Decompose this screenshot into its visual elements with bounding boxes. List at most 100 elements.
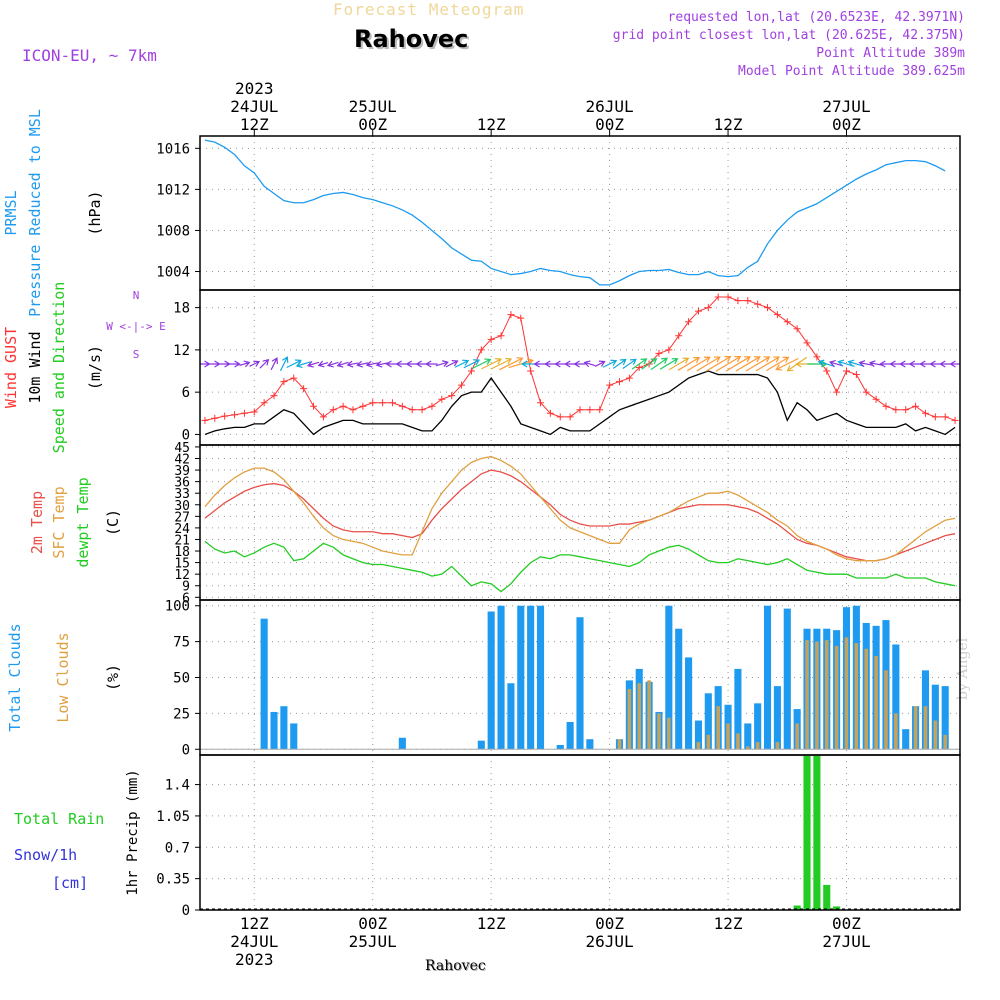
unit-label-wind: (m/s) <box>86 345 104 390</box>
wind-direction-arrow <box>602 359 618 368</box>
panel-frame <box>199 289 961 446</box>
wind-direction-arrow <box>445 360 459 368</box>
wind-direction-arrow <box>249 360 261 367</box>
dewpt-line <box>204 540 956 593</box>
rain-bar <box>833 906 841 910</box>
wind-direction-arrow <box>929 360 941 368</box>
gust-marker <box>685 318 693 326</box>
gust-marker <box>359 402 367 410</box>
total-cloud-bar <box>675 628 683 750</box>
panel-frame <box>199 135 961 291</box>
gust-marker <box>517 314 525 322</box>
gust-marker <box>852 371 860 379</box>
y-tick-label: 39 <box>174 464 190 479</box>
y-tick-label: 18 <box>173 301 190 317</box>
total-cloud-bar <box>497 605 505 750</box>
total-cloud-bar <box>556 744 564 750</box>
total-cloud-bar <box>586 739 594 750</box>
wind-direction-arrow <box>229 360 241 368</box>
wind-direction-arrow <box>306 360 320 368</box>
gust-marker <box>615 378 623 386</box>
gust-marker <box>566 413 574 421</box>
gust-marker <box>339 402 347 410</box>
total-cloud-bar <box>694 720 702 750</box>
low-cloud-bar <box>746 746 750 750</box>
gust-marker <box>221 412 229 420</box>
bottom-time-label: 27JUL <box>822 932 870 951</box>
unit-label-temperature: (C) <box>104 509 122 536</box>
gust-marker <box>764 304 772 312</box>
compass-south: S <box>133 348 140 361</box>
y-tick-label: 0 <box>182 903 190 919</box>
y-tick-label: 100 <box>165 599 190 615</box>
gust-marker <box>428 402 436 410</box>
low-cloud-bar <box>824 640 829 750</box>
low-cloud-bar <box>913 706 918 750</box>
total-cloud-bar <box>754 703 762 750</box>
gust-marker <box>842 367 850 375</box>
wind-direction-arrow <box>622 358 637 369</box>
gust-marker <box>349 406 357 414</box>
gust-marker <box>310 402 318 410</box>
top-time-label: 2023 <box>235 79 274 98</box>
wind-direction-arrow <box>775 357 799 371</box>
panel-label-pressure: Pressure Reduced to MSL <box>26 109 44 317</box>
y-tick-label: 36 <box>174 476 190 491</box>
gust-marker <box>625 374 633 382</box>
y-tick-label: 33 <box>174 487 190 502</box>
gust-marker <box>823 367 831 375</box>
wind-direction-arrow <box>735 356 761 372</box>
y-tick-label: 75 <box>173 635 190 651</box>
bottom-time-label: 2023 <box>235 950 274 969</box>
top-time-label: 00Z <box>358 115 387 134</box>
y-tick-label: 6 <box>182 591 190 606</box>
gust-marker <box>744 297 752 305</box>
total-cloud-bar <box>477 740 485 750</box>
wind-direction-arrow <box>745 356 771 372</box>
wind-direction-arrow <box>696 356 721 372</box>
gust-marker <box>655 349 663 357</box>
gust-marker <box>586 406 594 414</box>
wind-direction-arrow <box>554 360 566 368</box>
panel-label-temperature: SFC Temp <box>50 486 68 558</box>
wind-direction-arrow <box>828 360 844 367</box>
wind-direction-arrow <box>481 358 502 370</box>
wind-direction-arrow <box>279 356 289 372</box>
low-cloud-bar <box>706 734 711 750</box>
y-tick-label: 45 <box>174 441 190 456</box>
panel-label-temperature: 2m Temp <box>28 491 46 554</box>
precip-unit-label: [cm] <box>52 874 88 892</box>
wind-direction-arrow <box>346 360 359 368</box>
y-tick-label: 21 <box>174 533 190 548</box>
y-tick-label: 24 <box>174 522 190 537</box>
grid-point-coords: grid point closest lon,lat (20.625E, 42.… <box>612 28 965 43</box>
total-cloud-bar <box>290 723 298 750</box>
total-cloud-bar <box>665 605 673 750</box>
y-tick-label: 1.05 <box>156 809 190 825</box>
y-tick-label: 1012 <box>156 182 190 198</box>
panel-frame <box>199 754 961 911</box>
bottom-time-label: 12Z <box>714 914 743 933</box>
gust-marker <box>537 399 545 407</box>
wind-direction-arrow <box>564 360 576 368</box>
model-altitude: Model Point Altitude 389.625m <box>738 64 965 79</box>
gust-marker <box>408 406 416 414</box>
top-time-label: 12Z <box>714 115 743 134</box>
gust-marker <box>556 413 564 421</box>
low-cloud-bar <box>854 643 859 750</box>
wind-direction-arrow <box>435 360 449 367</box>
low-cloud-bar <box>933 720 938 750</box>
total-cloud-bar <box>744 723 752 750</box>
wind-direction-arrow <box>858 360 874 368</box>
wind-direction-arrow <box>200 360 211 368</box>
wind-direction-arrow <box>766 356 790 372</box>
top-time-label: 00Z <box>595 115 624 134</box>
wind-direction-arrow <box>270 357 278 371</box>
top-time-label: 27JUL <box>822 97 870 116</box>
wind-direction-arrow <box>641 358 658 370</box>
gust-marker <box>931 413 939 421</box>
gust-marker <box>941 413 949 421</box>
bottom-time-label: 00Z <box>595 914 624 933</box>
compass-west-east: W <-|-> E <box>106 320 166 333</box>
